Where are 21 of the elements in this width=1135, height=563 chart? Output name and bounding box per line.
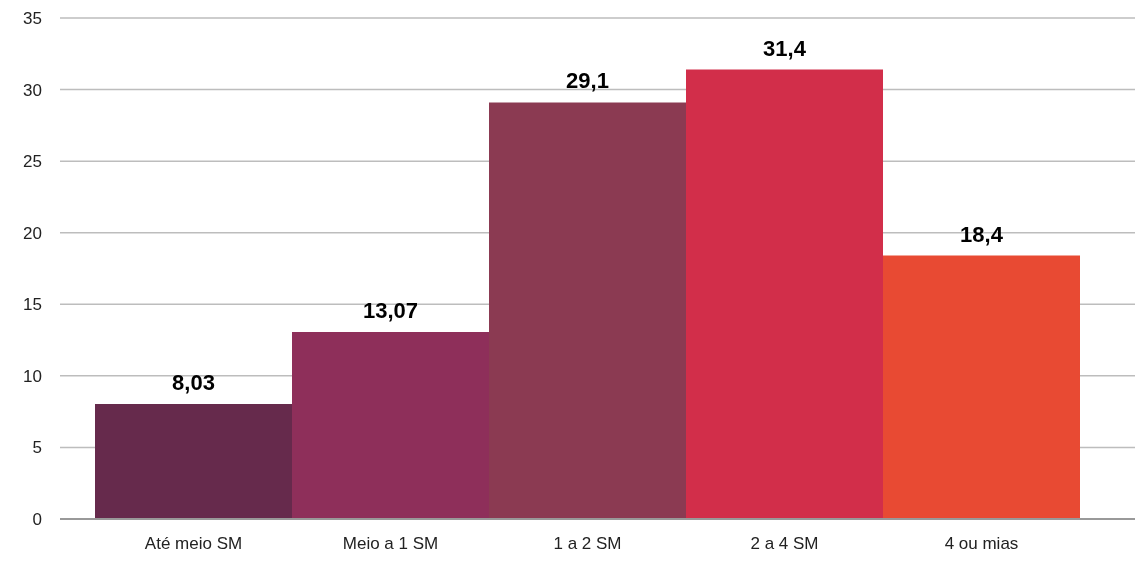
data-label: 18,4 (960, 221, 1004, 247)
x-tick-label: Até meio SM (144, 534, 243, 554)
y-tick-label: 0 (32, 510, 42, 530)
x-tick-label: 1 a 2 SM (553, 534, 622, 554)
y-tick-label: 10 (23, 366, 42, 386)
y-tick-label: 15 (23, 295, 42, 315)
bar (95, 404, 292, 519)
bar (686, 69, 883, 519)
data-label: 29,1 (566, 68, 609, 94)
data-label: 31,4 (763, 35, 807, 61)
y-tick-label: 25 (23, 152, 42, 172)
x-tick-label: Meio a 1 SM (342, 534, 439, 554)
x-tick-label: 2 a 4 SM (750, 534, 819, 554)
bar (883, 255, 1080, 519)
y-tick-label: 35 (23, 9, 42, 29)
data-label: 8,03 (172, 370, 215, 396)
x-tick-label: 4 ou mias (944, 534, 1019, 554)
y-tick-label: 30 (23, 80, 42, 100)
y-tick-label: 20 (23, 223, 42, 243)
data-label: 13,07 (362, 297, 419, 323)
y-tick-label: 5 (32, 438, 42, 458)
